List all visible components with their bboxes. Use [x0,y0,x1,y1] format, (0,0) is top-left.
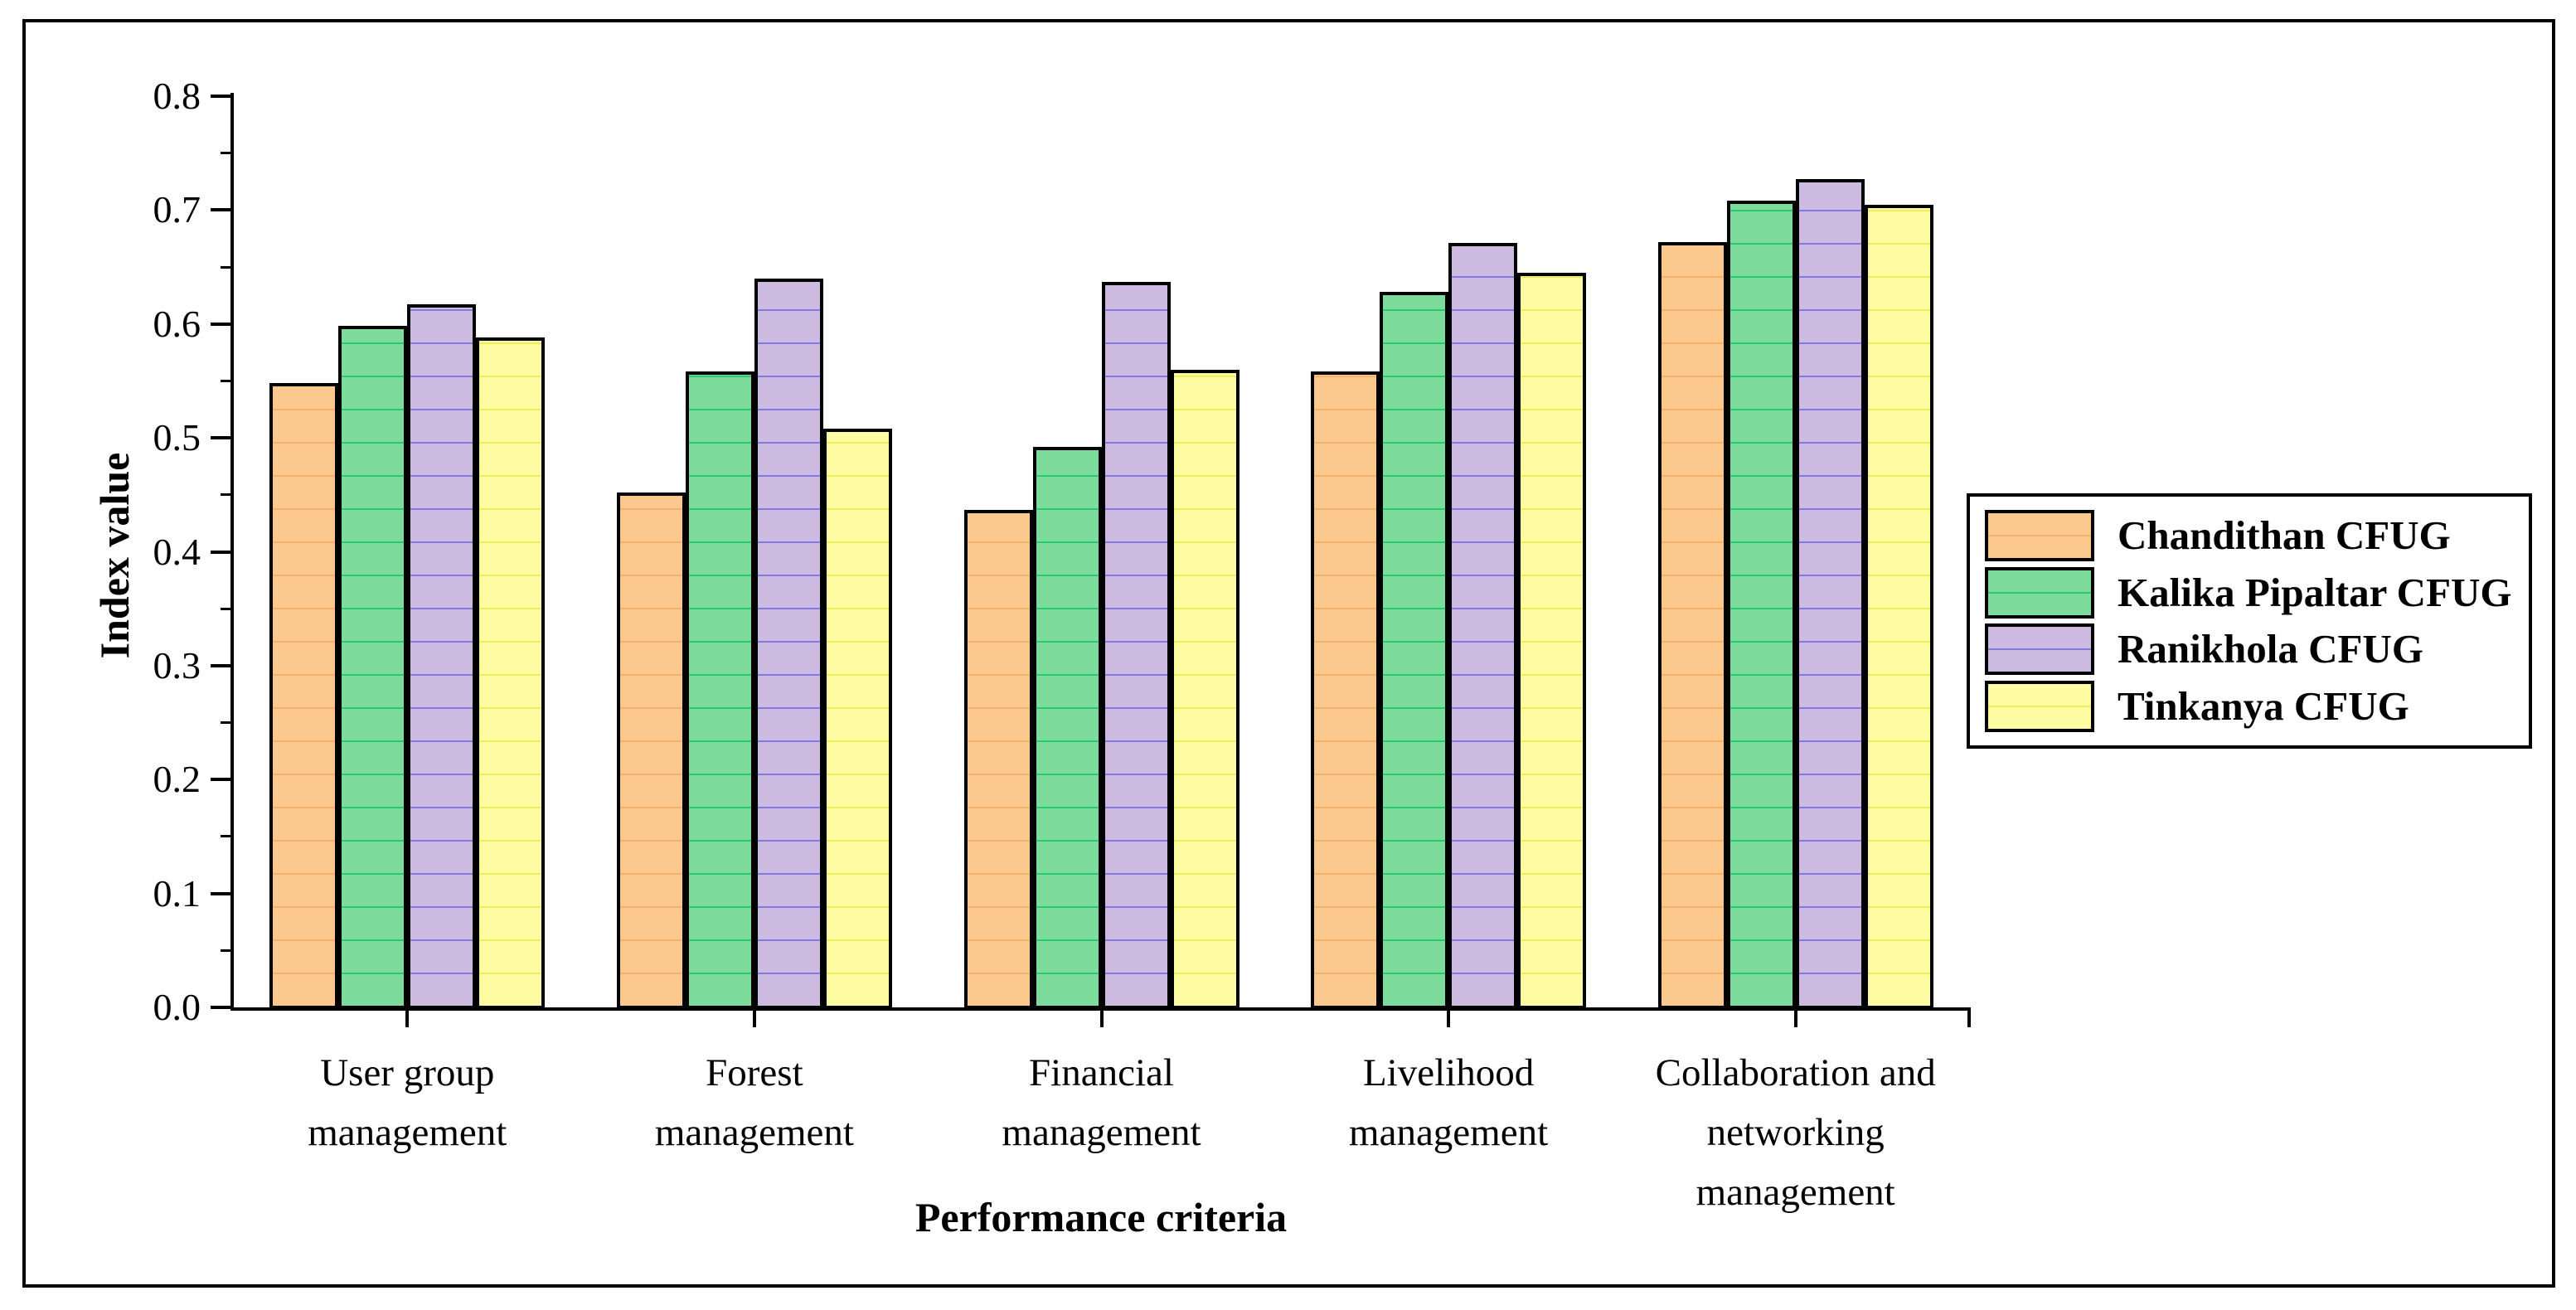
figure-outer-border [22,19,2555,1288]
legend-entry-2: Kalika Pipaltar CFUG [1985,566,2514,619]
bar-series4-cat1 [476,337,546,1009]
y-minor-tick [221,835,234,838]
legend-swatch-icon [1985,623,2094,676]
y-minor-tick [221,152,234,155]
y-tick-label: 0.4 [153,530,201,573]
x-category-tick [1447,1011,1451,1027]
y-major-tick [211,208,234,212]
bar-series1-cat1 [269,383,339,1009]
x-category-tick [752,1011,756,1027]
y-major-tick [211,663,234,667]
bar-series1-cat4 [1311,371,1380,1009]
x-axis-end-tick [1967,1011,1971,1027]
y-tick-label: 0.6 [153,302,201,345]
x-category-tick [1099,1011,1104,1027]
bar-series4-cat3 [1170,369,1239,1009]
y-tick-label: 0.0 [153,986,201,1028]
bar-series4-cat2 [822,429,892,1009]
legend-label: Tinkanya CFUG [2118,682,2409,729]
legend-box: Chandithan CFUG Kalika Pipaltar CFUG Ranik… [1967,493,2532,749]
bar-series4-cat5 [1864,204,1933,1009]
legend-label: Ranikhola CFUG [2118,626,2423,672]
bar-series2-cat5 [1726,201,1796,1009]
y-tick-label: 0.3 [153,643,201,687]
bar-series1-cat3 [963,509,1033,1009]
bar-series2-cat2 [685,371,754,1009]
bar-series3-cat2 [754,278,823,1009]
y-major-tick [211,550,234,554]
y-minor-tick [221,265,234,269]
legend-label: Chandithan CFUG [2118,512,2451,558]
x-category-label: User group management [308,1051,507,1154]
legend-swatch-icon [1985,680,2094,732]
bar-series2-cat1 [338,326,408,1009]
y-major-tick [211,1006,234,1009]
bar-series3-cat3 [1101,281,1171,1009]
y-minor-tick [221,379,234,382]
x-category-label: Livelihood management [1349,1051,1549,1154]
bar-series3-cat5 [1795,179,1865,1009]
bar-series3-cat1 [407,304,477,1009]
legend-swatch-icon [1985,566,2094,619]
bar-series3-cat4 [1448,243,1518,1009]
y-minor-tick [221,607,234,610]
y-tick-label: 0.1 [153,871,201,915]
bar-series2-cat4 [1380,292,1449,1009]
y-minor-tick [221,721,234,725]
legend-entry-3: Ranikhola CFUG [1985,623,2514,676]
y-major-tick [211,778,234,782]
y-major-tick [211,436,234,440]
legend-swatch-icon [1985,510,2094,561]
x-category-tick [405,1011,410,1027]
y-major-tick [211,95,234,98]
x-axis-title: Performance criteria [914,1194,1288,1240]
bar-series2-cat3 [1032,447,1102,1009]
legend-entry-1: Chandithan CFUG [1985,510,2514,561]
y-tick-label: 0.2 [153,758,201,801]
legend-label: Kalika Pipaltar CFUG [2118,569,2512,615]
y-tick-label: 0.5 [153,416,201,459]
y-minor-tick [221,493,234,497]
y-tick-label: 0.7 [153,188,201,231]
x-category-label: Forest management [654,1051,854,1154]
y-tick-label: 0.8 [153,75,201,117]
bar-series4-cat4 [1517,272,1587,1009]
y-minor-tick [221,949,234,952]
x-category-tick [1793,1011,1797,1027]
x-category-label: Financial management [1002,1051,1201,1154]
bar-series1-cat5 [1657,241,1727,1009]
x-axis-line [230,1007,1971,1011]
y-major-tick [211,322,234,326]
y-major-tick [211,891,234,895]
legend-entry-4: Tinkanya CFUG [1985,680,2514,732]
x-category-label: Collaboration and networking management [1655,1051,1936,1214]
bar-series1-cat2 [616,492,686,1009]
